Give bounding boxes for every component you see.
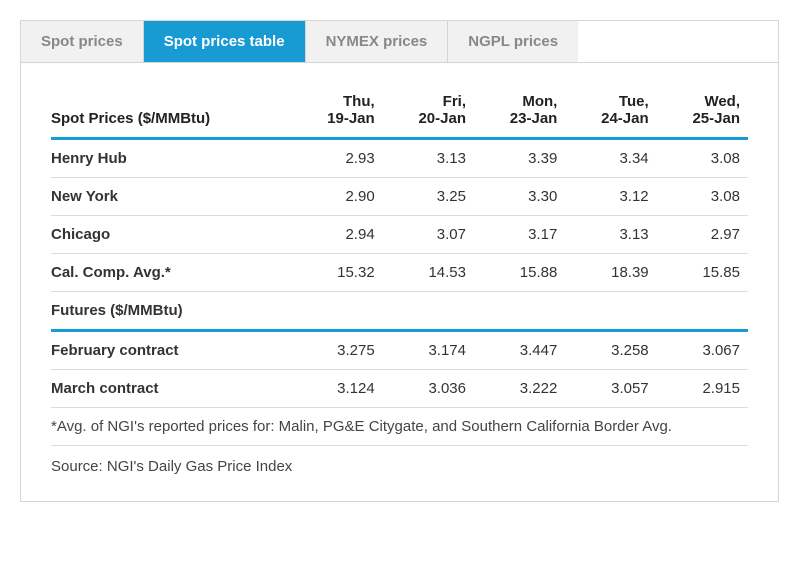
cell: 2.90	[291, 178, 382, 216]
table-row: February contract 3.275 3.174 3.447 3.25…	[51, 331, 748, 370]
row-label: Cal. Comp. Avg.*	[51, 254, 291, 292]
cell: 3.30	[474, 178, 565, 216]
cell: 3.13	[383, 139, 474, 178]
table-row: New York 2.90 3.25 3.30 3.12 3.08	[51, 178, 748, 216]
cell: 3.07	[383, 216, 474, 254]
cell: 2.93	[291, 139, 382, 178]
cell: 3.12	[565, 178, 656, 216]
tab-spot-prices-table[interactable]: Spot prices table	[144, 21, 306, 62]
cell: 3.258	[565, 331, 656, 370]
futures-header-row: Futures ($/MMBtu)	[51, 292, 748, 331]
cell: 3.25	[383, 178, 474, 216]
row-label: Chicago	[51, 216, 291, 254]
cell: 3.13	[565, 216, 656, 254]
col-header: Mon, 23-Jan	[474, 83, 565, 139]
row-label: February contract	[51, 331, 291, 370]
tab-bar: Spot prices Spot prices table NYMEX pric…	[21, 21, 778, 63]
cell: 3.036	[383, 370, 474, 408]
cell: 3.17	[474, 216, 565, 254]
cell: 18.39	[565, 254, 656, 292]
table-content: Spot Prices ($/MMBtu) Thu, 19-Jan Fri, 2…	[21, 63, 778, 501]
col-header: Fri, 20-Jan	[383, 83, 474, 139]
row-label: New York	[51, 178, 291, 216]
cell: 3.124	[291, 370, 382, 408]
cell: 15.85	[657, 254, 748, 292]
cell: 3.174	[383, 331, 474, 370]
prices-table: Spot Prices ($/MMBtu) Thu, 19-Jan Fri, 2…	[51, 83, 748, 408]
cell: 3.34	[565, 139, 656, 178]
cell: 3.222	[474, 370, 565, 408]
cell: 3.057	[565, 370, 656, 408]
cell: 15.88	[474, 254, 565, 292]
col-header: Thu, 19-Jan	[291, 83, 382, 139]
header-label: Spot Prices ($/MMBtu)	[51, 83, 291, 139]
cell: 3.275	[291, 331, 382, 370]
col-header: Wed, 25-Jan	[657, 83, 748, 139]
table-row: Henry Hub 2.93 3.13 3.39 3.34 3.08	[51, 139, 748, 178]
cell: 3.08	[657, 178, 748, 216]
price-table-widget: Spot prices Spot prices table NYMEX pric…	[20, 20, 779, 502]
row-label: March contract	[51, 370, 291, 408]
cell: 14.53	[383, 254, 474, 292]
table-row: Chicago 2.94 3.07 3.17 3.13 2.97	[51, 216, 748, 254]
row-label: Henry Hub	[51, 139, 291, 178]
cell: 3.08	[657, 139, 748, 178]
cell: 15.32	[291, 254, 382, 292]
tab-ngpl-prices[interactable]: NGPL prices	[448, 21, 578, 62]
cell: 2.94	[291, 216, 382, 254]
tab-spot-prices[interactable]: Spot prices	[21, 21, 144, 62]
table-row: March contract 3.124 3.036 3.222 3.057 2…	[51, 370, 748, 408]
tab-nymex-prices[interactable]: NYMEX prices	[306, 21, 449, 62]
col-header: Tue, 24-Jan	[565, 83, 656, 139]
cell: 3.39	[474, 139, 565, 178]
table-footnote: *Avg. of NGI's reported prices for: Mali…	[51, 408, 748, 446]
cell: 3.447	[474, 331, 565, 370]
cell: 3.067	[657, 331, 748, 370]
cell: 2.915	[657, 370, 748, 408]
table-header-row: Spot Prices ($/MMBtu) Thu, 19-Jan Fri, 2…	[51, 83, 748, 139]
cell: 2.97	[657, 216, 748, 254]
table-row: Cal. Comp. Avg.* 15.32 14.53 15.88 18.39…	[51, 254, 748, 292]
table-source: Source: NGI's Daily Gas Price Index	[51, 446, 748, 491]
futures-header-label: Futures ($/MMBtu)	[51, 292, 748, 331]
